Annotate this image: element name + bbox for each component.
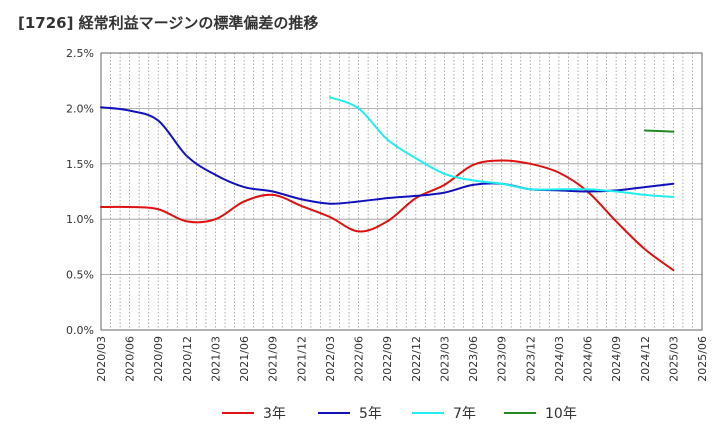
x-tick-label: 2021/06 — [238, 336, 251, 382]
series-lines — [100, 96, 675, 272]
x-tick-label: 2022/03 — [324, 336, 337, 382]
x-tick-label: 2024/06 — [582, 336, 595, 382]
x-tick-label: 2024/12 — [639, 336, 652, 382]
x-tick-label: 2020/06 — [124, 336, 137, 382]
grid — [100, 52, 703, 331]
x-tick-label: 2020/12 — [181, 336, 194, 382]
x-tick-label: 2023/06 — [467, 336, 480, 382]
series-line-2 — [328, 96, 675, 199]
x-tick-label: 2023/03 — [438, 336, 451, 382]
legend-label-1: 5年 — [359, 406, 382, 422]
legend-label-3: 10年 — [545, 406, 577, 422]
y-tick-label: 0.0% — [66, 324, 94, 337]
x-tick-label: 2022/06 — [353, 336, 366, 382]
x-tick-label: 2024/03 — [553, 336, 566, 382]
chart-title: [1726] 経常利益マージンの標準偏差の推移 — [18, 14, 319, 32]
x-tick-label: 2021/03 — [209, 336, 222, 382]
x-tick-label: 2021/12 — [295, 336, 308, 382]
x-tick-label: 2022/12 — [410, 336, 423, 382]
x-tick-label: 2020/09 — [152, 336, 165, 382]
legend-label-2: 7年 — [453, 406, 476, 422]
y-tick-label: 1.0% — [66, 213, 94, 226]
x-tick-label: 2022/09 — [381, 336, 394, 382]
x-tick-label: 2023/12 — [524, 336, 537, 382]
legend: 3年 5年 7年 10年 — [222, 406, 577, 422]
x-axis-ticks: 2020/03 2020/06 2020/09 2020/12 2021/03 2021/… — [95, 336, 709, 382]
x-tick-label: 2024/09 — [610, 336, 623, 382]
plot-area-border — [100, 52, 703, 331]
x-tick-label: 2021/09 — [267, 336, 280, 382]
y-tick-label: 2.5% — [66, 47, 94, 60]
x-tick-label: 2023/09 — [496, 336, 509, 382]
series-line-3 — [643, 129, 675, 133]
series-line-1 — [100, 106, 675, 205]
x-tick-label: 2025/03 — [667, 336, 680, 382]
y-tick-label: 1.5% — [66, 158, 94, 171]
series-line-0 — [100, 159, 675, 272]
x-tick-label: 2020/03 — [95, 336, 108, 382]
y-axis-ticks: 0.0% 0.5% 1.0% 1.5% 2.0% 2.5% — [66, 47, 94, 337]
y-tick-label: 2.0% — [66, 102, 94, 115]
legend-label-0: 3年 — [263, 406, 286, 422]
y-tick-label: 0.5% — [66, 269, 94, 282]
x-tick-label: 2025/06 — [696, 336, 709, 382]
